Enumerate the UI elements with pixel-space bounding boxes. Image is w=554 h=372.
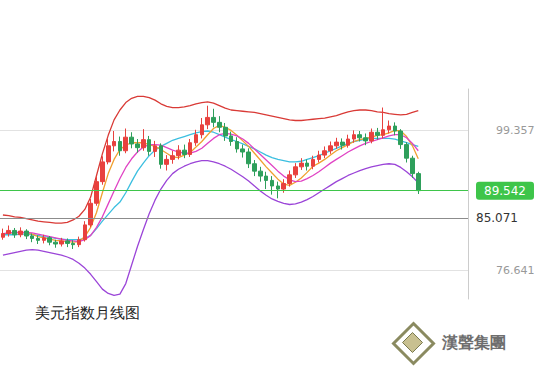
svg-text:89.542: 89.542 [484,184,526,198]
svg-text:99.357: 99.357 [496,124,535,137]
svg-text:漢聲集團: 漢聲集團 [441,333,506,352]
svg-text:美元指数月线图: 美元指数月线图 [35,304,140,322]
svg-text:76.641: 76.641 [496,264,535,277]
svg-text:85.071: 85.071 [476,211,518,225]
